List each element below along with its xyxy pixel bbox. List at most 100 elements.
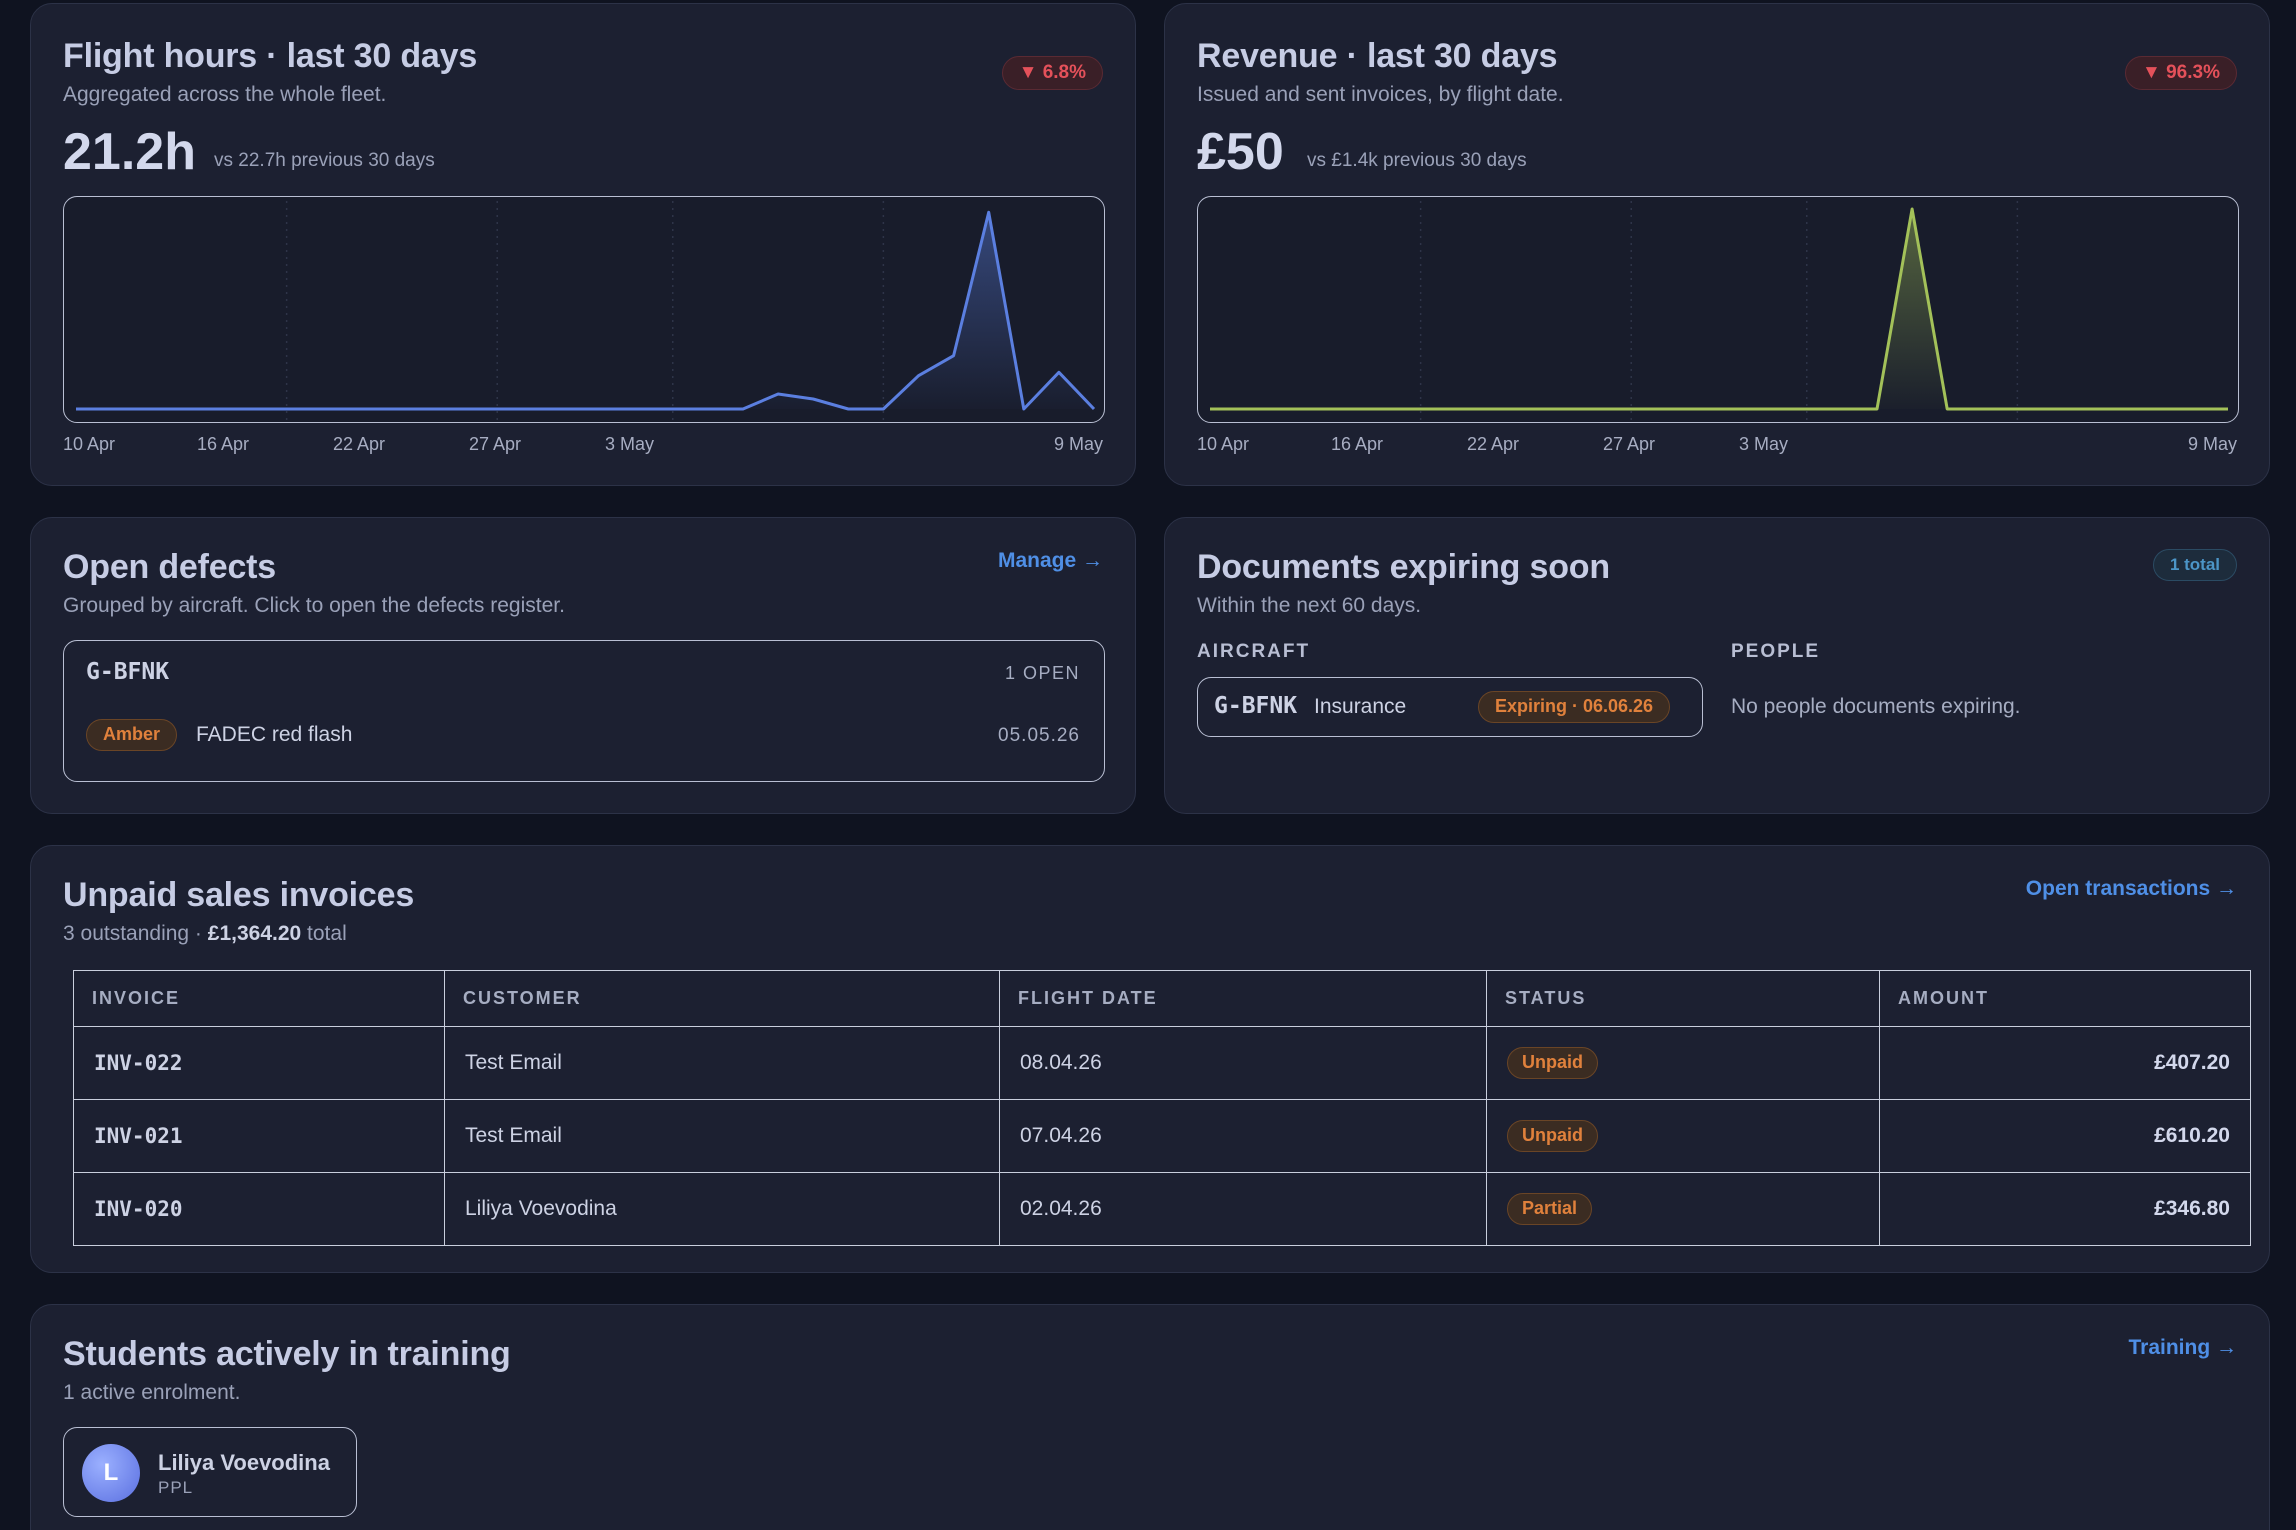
data-point[interactable]	[877, 403, 889, 415]
data-point[interactable]	[772, 388, 784, 400]
data-point[interactable]	[105, 403, 117, 415]
header-flight-date: FLIGHT DATE	[999, 970, 1487, 1027]
header-status: STATUS	[1486, 970, 1880, 1027]
invoice-number: INV-020	[73, 1172, 445, 1246]
defect-description[interactable]: FADEC red flash	[196, 723, 353, 746]
data-point[interactable]	[2082, 403, 2094, 415]
data-point[interactable]	[1976, 403, 1988, 415]
data-point[interactable]	[667, 403, 679, 415]
data-point[interactable]	[1801, 403, 1813, 415]
data-point[interactable]	[2152, 403, 2164, 415]
data-point[interactable]	[2187, 403, 2199, 415]
data-point[interactable]	[1836, 403, 1848, 415]
data-point[interactable]	[2046, 403, 2058, 415]
data-point[interactable]	[1344, 403, 1356, 415]
header-amount: AMOUNT	[1879, 970, 2251, 1027]
data-point[interactable]	[1590, 403, 1602, 415]
data-point[interactable]	[632, 403, 644, 415]
invoices-header-row: INVOICE CUSTOMER FLIGHT DATE STATUS AMOU…	[73, 970, 2251, 1027]
data-point[interactable]	[526, 403, 538, 415]
data-point[interactable]	[2117, 403, 2129, 415]
document-aircraft-item[interactable]: G-BFNK Insurance Expiring · 06.06.26	[1197, 677, 1703, 737]
x-tick-label: 16 Apr	[197, 434, 250, 454]
unpaid-invoices-card: Unpaid sales invoices 3 outstanding · £1…	[30, 845, 2270, 1273]
revenue-title: Revenue · last 30 days	[1197, 37, 1558, 75]
data-point[interactable]	[1239, 403, 1251, 415]
document-aircraft-reg: G-BFNK	[1214, 693, 1298, 719]
data-point[interactable]	[421, 403, 433, 415]
revenue-comparison: vs £1.4k previous 30 days	[1307, 150, 1527, 171]
data-point[interactable]	[1625, 403, 1637, 415]
data-point[interactable]	[1871, 403, 1883, 415]
flight-hours-comparison: vs 22.7h previous 30 days	[214, 150, 435, 171]
x-tick-label: 3 May	[605, 434, 655, 454]
data-point[interactable]	[70, 403, 82, 415]
table-row[interactable]: INV-020 Liliya Voevodina 02.04.26 Partia…	[73, 1172, 2251, 1246]
documents-expiring-card: Documents expiring soon Within the next …	[1164, 517, 2270, 814]
documents-title: Documents expiring soon	[1197, 548, 1610, 586]
data-point[interactable]	[1053, 366, 1065, 378]
data-point[interactable]	[1941, 403, 1953, 415]
data-point[interactable]	[807, 393, 819, 405]
invoice-flight-date: 07.04.26	[999, 1099, 1487, 1173]
data-point[interactable]	[210, 403, 222, 415]
data-point[interactable]	[1555, 403, 1567, 415]
data-point[interactable]	[1018, 403, 1030, 415]
manage-defects-link[interactable]: Manage →	[997, 549, 1103, 572]
data-point[interactable]	[597, 403, 609, 415]
data-point[interactable]	[983, 206, 995, 218]
open-transactions-link[interactable]: Open transactions →	[2025, 877, 2237, 900]
student-course: PPL	[158, 1478, 194, 1497]
data-point[interactable]	[351, 403, 363, 415]
data-point[interactable]	[1274, 403, 1286, 415]
data-point[interactable]	[316, 403, 328, 415]
data-point[interactable]	[1450, 403, 1462, 415]
flight-hours-title: Flight hours · last 30 days	[63, 37, 478, 75]
data-point[interactable]	[456, 403, 468, 415]
data-point[interactable]	[1695, 403, 1707, 415]
data-point[interactable]	[1485, 403, 1497, 415]
x-tick-label: 3 May	[1739, 434, 1789, 454]
training-link[interactable]: Training →	[2128, 1336, 2237, 1359]
invoice-flight-date: 08.04.26	[999, 1026, 1487, 1100]
data-point[interactable]	[281, 403, 293, 415]
data-point[interactable]	[1204, 403, 1216, 415]
open-defects-subtitle: Grouped by aircraft. Click to open the d…	[63, 594, 565, 617]
student-card[interactable]: L Liliya Voevodina PPL	[63, 1427, 357, 1517]
data-point[interactable]	[1731, 403, 1743, 415]
data-point[interactable]	[702, 403, 714, 415]
data-point[interactable]	[491, 403, 503, 415]
table-row[interactable]: INV-022 Test Email 08.04.26 Unpaid £407.…	[73, 1026, 2251, 1100]
data-point[interactable]	[246, 403, 258, 415]
data-point[interactable]	[175, 403, 187, 415]
header-invoice: INVOICE	[73, 970, 445, 1027]
data-point[interactable]	[737, 403, 749, 415]
students-training-card: Students actively in training 1 active e…	[30, 1304, 2270, 1530]
data-point[interactable]	[1309, 403, 1321, 415]
data-point[interactable]	[1415, 403, 1427, 415]
table-row[interactable]: INV-021 Test Email 07.04.26 Unpaid £610.…	[73, 1099, 2251, 1173]
data-point[interactable]	[1088, 403, 1100, 415]
data-point[interactable]	[842, 403, 854, 415]
data-point[interactable]	[140, 403, 152, 415]
data-point[interactable]	[948, 350, 960, 362]
x-tick-label: 27 Apr	[469, 434, 522, 454]
data-point[interactable]	[1520, 403, 1532, 415]
data-point[interactable]	[386, 403, 398, 415]
invoices-table: INVOICE CUSTOMER FLIGHT DATE STATUS AMOU…	[73, 970, 2251, 1246]
data-point[interactable]	[2011, 403, 2023, 415]
data-point[interactable]	[912, 370, 924, 382]
data-point[interactable]	[1660, 403, 1672, 415]
data-point[interactable]	[2222, 403, 2234, 415]
people-documents-empty: No people documents expiring.	[1731, 695, 2021, 718]
open-defects-title: Open defects	[63, 548, 276, 586]
invoice-customer: Test Email	[444, 1099, 1000, 1173]
data-point[interactable]	[561, 403, 573, 415]
data-point[interactable]	[1766, 403, 1778, 415]
invoice-status-cell: Unpaid	[1486, 1026, 1880, 1100]
data-point[interactable]	[1380, 403, 1392, 415]
invoices-title: Unpaid sales invoices	[63, 876, 415, 914]
defect-aircraft-group[interactable]: G-BFNK 1 OPEN Amber FADEC red flash 05.0…	[63, 640, 1105, 782]
x-tick-label: 10 Apr	[63, 434, 116, 454]
data-point[interactable]	[1906, 203, 1918, 215]
